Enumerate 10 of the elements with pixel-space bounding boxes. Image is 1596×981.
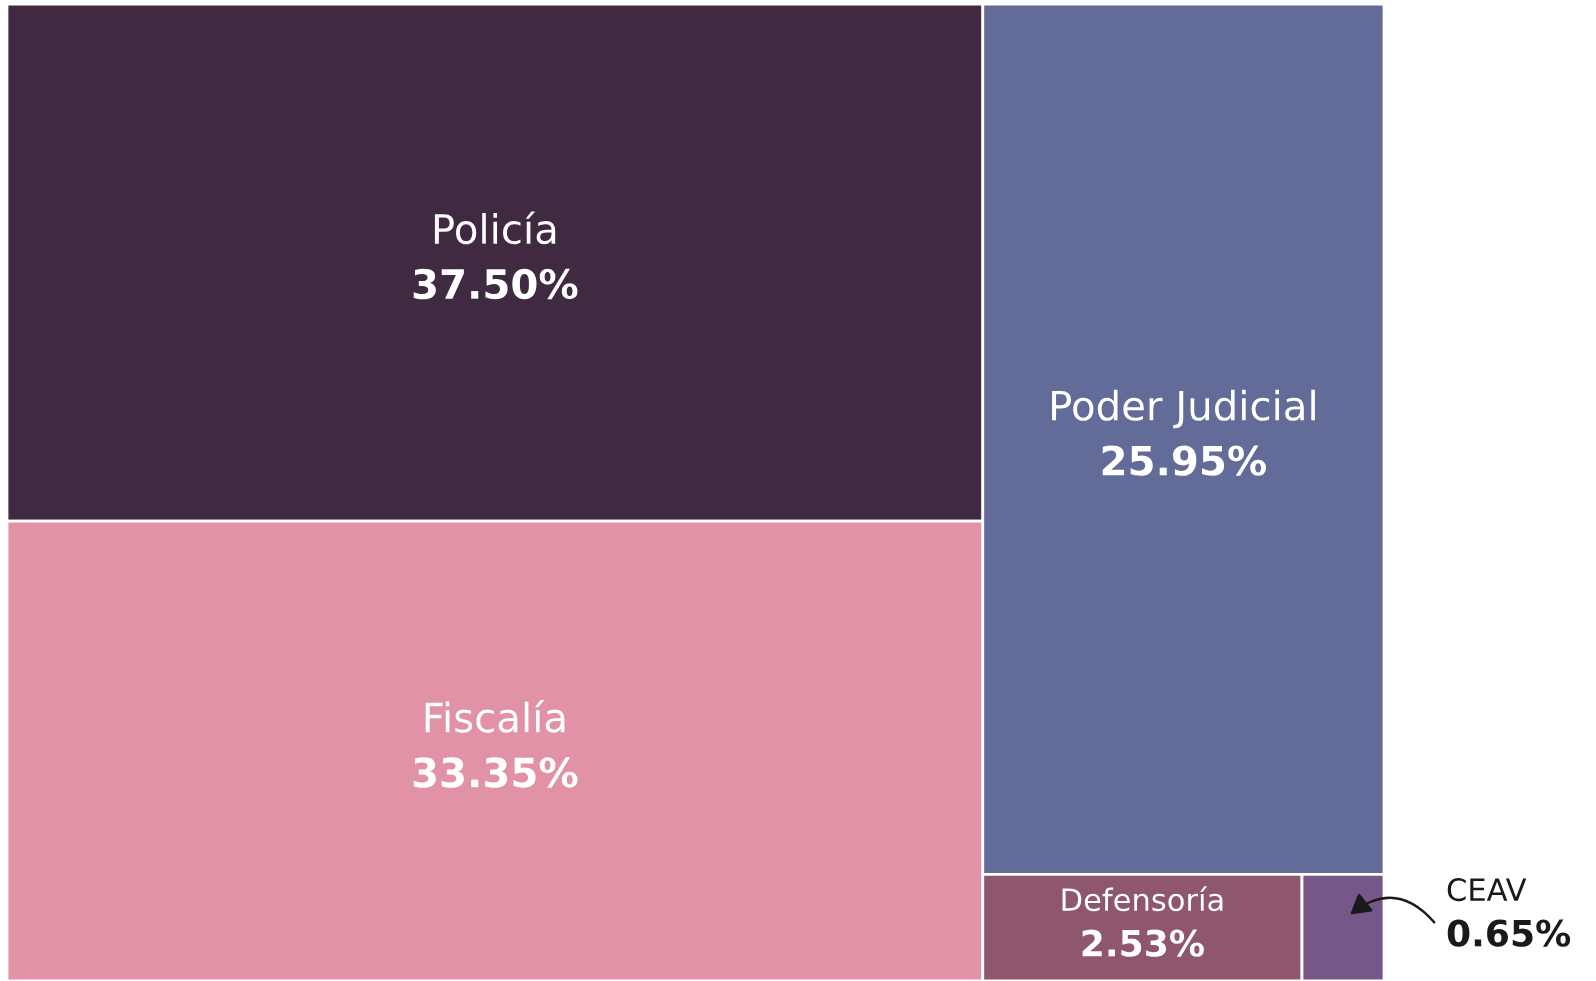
category-label: CEAV — [1447, 878, 1527, 902]
data-label: 2.53% — [1082, 929, 1204, 957]
data-label: 25.95% — [1102, 445, 1266, 476]
category-label: Poder Judicial — [1052, 389, 1315, 429]
category-label: Defensoría — [1062, 886, 1223, 912]
data-label: 0.65% — [1447, 919, 1571, 947]
data-label: 37.50% — [413, 268, 578, 300]
category-label: Fiscalía — [425, 699, 565, 733]
data-label: 33.35% — [413, 757, 578, 788]
category-label: Policía — [434, 211, 556, 245]
